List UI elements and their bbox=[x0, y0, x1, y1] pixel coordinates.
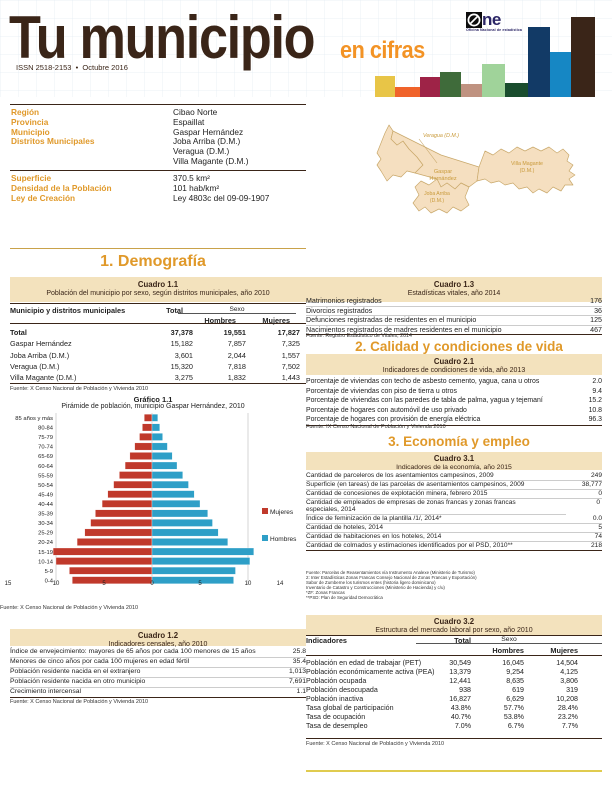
svg-text:Gaspar: Gaspar bbox=[434, 169, 452, 175]
svg-text:80-84: 80-84 bbox=[38, 426, 54, 432]
svg-text:40-44: 40-44 bbox=[38, 502, 54, 508]
svg-text:10: 10 bbox=[245, 581, 252, 587]
svg-text:10: 10 bbox=[53, 581, 60, 587]
svg-text:Mujeres: Mujeres bbox=[270, 509, 294, 516]
svg-text:Veragua (D.M.): Veragua (D.M.) bbox=[423, 133, 459, 139]
svg-text:20-24: 20-24 bbox=[38, 540, 54, 546]
svg-text:85 años y más: 85 años y más bbox=[15, 416, 53, 422]
svg-text:65-69: 65-69 bbox=[38, 454, 53, 460]
svg-text:Hombres: Hombres bbox=[270, 536, 297, 543]
svg-text:14: 14 bbox=[277, 581, 284, 587]
svg-text:10-14: 10-14 bbox=[38, 559, 54, 565]
svg-text:Joba Arriba: Joba Arriba bbox=[424, 191, 450, 197]
svg-text:15-19: 15-19 bbox=[38, 550, 53, 556]
svg-text:(D.M.): (D.M.) bbox=[520, 168, 535, 174]
svg-text:Hernández: Hernández bbox=[429, 176, 457, 182]
svg-text:60-64: 60-64 bbox=[38, 464, 54, 470]
svg-text:Villa Magante: Villa Magante bbox=[511, 161, 543, 167]
svg-text:70-74: 70-74 bbox=[38, 445, 54, 451]
svg-text:75-79: 75-79 bbox=[38, 435, 53, 441]
svg-text:50-54: 50-54 bbox=[38, 483, 54, 489]
svg-text:30-34: 30-34 bbox=[38, 521, 54, 527]
svg-text:(D.M.): (D.M.) bbox=[430, 198, 444, 204]
svg-text:15: 15 bbox=[5, 581, 12, 587]
svg-text:35-39: 35-39 bbox=[38, 512, 53, 518]
svg-text:5-9: 5-9 bbox=[45, 569, 53, 575]
svg-text:45-49: 45-49 bbox=[38, 492, 53, 498]
svg-text:25-29: 25-29 bbox=[38, 531, 53, 537]
svg-text:55-59: 55-59 bbox=[38, 473, 53, 479]
